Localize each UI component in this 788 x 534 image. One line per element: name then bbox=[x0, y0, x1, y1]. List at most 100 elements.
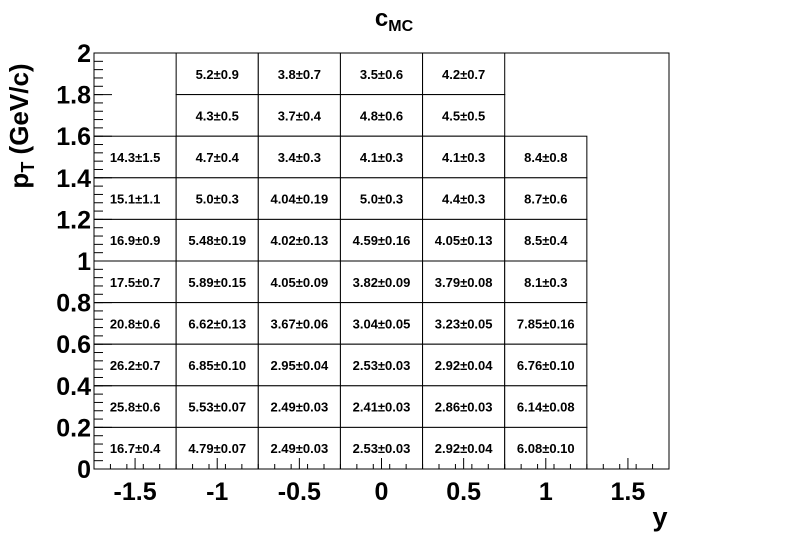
cell-value-label: 4.05±0.13 bbox=[435, 233, 493, 248]
cell-value-label: 5.48±0.19 bbox=[188, 233, 246, 248]
y-axis-label-rest: (GeV/c) bbox=[4, 63, 34, 161]
cell-value-label: 8.7±0.6 bbox=[524, 192, 567, 207]
cell-value-label: 16.9±0.9 bbox=[110, 233, 161, 248]
cell-value-label: 2.41±0.03 bbox=[353, 400, 411, 415]
heatmap-cell bbox=[504, 385, 588, 428]
cell-value-label: 3.8±0.7 bbox=[278, 67, 321, 82]
cell-value-label: 3.23±0.05 bbox=[435, 316, 493, 331]
x-tick-label: -0.5 bbox=[278, 478, 321, 506]
cell-value-label: 26.2±0.7 bbox=[110, 358, 161, 373]
cell-value-label: 2.49±0.03 bbox=[270, 441, 328, 456]
heatmap-cell bbox=[257, 177, 341, 220]
heatmap-cell bbox=[257, 385, 341, 428]
cell-value-label: 17.5±0.7 bbox=[110, 275, 161, 290]
heatmap-cell bbox=[175, 385, 259, 428]
y-tick-label: 1 bbox=[77, 248, 91, 276]
cell-value-label: 4.2±0.7 bbox=[442, 67, 485, 82]
cell-value-label: 6.08±0.10 bbox=[517, 441, 575, 456]
heatmap-cell bbox=[422, 260, 506, 304]
cell-value-label: 5.0±0.3 bbox=[196, 192, 239, 207]
cell-value-label: 3.79±0.08 bbox=[435, 275, 493, 290]
cell-value-label: 6.62±0.13 bbox=[188, 316, 246, 331]
x-axis: -1.5 -1 -0.5 0 0.5 1 1.5 bbox=[93, 458, 670, 506]
cell-value-label: 2.95±0.04 bbox=[270, 358, 329, 373]
cell-value-label: 2.92±0.04 bbox=[435, 441, 494, 456]
x-tick-label: -1 bbox=[206, 478, 228, 506]
x-tick-label: 0 bbox=[375, 478, 389, 506]
cell-value-label: 4.8±0.6 bbox=[360, 108, 403, 123]
cell-value-label: 4.05±0.09 bbox=[270, 275, 328, 290]
cell-value-label: 20.8±0.6 bbox=[110, 316, 161, 331]
cell-value-label: 2.49±0.03 bbox=[270, 400, 328, 415]
heatmap-cell bbox=[422, 52, 506, 96]
heatmap-cell bbox=[257, 260, 341, 304]
cell-value-label: 3.5±0.6 bbox=[360, 67, 403, 82]
y-axis: 0 0.2 0.4 0.6 0.8 1 1.2 1.4 1.6 1.8 2 bbox=[56, 40, 112, 484]
y-tick-label: 0.8 bbox=[56, 290, 91, 318]
cell-value-label: 3.7±0.4 bbox=[278, 108, 322, 123]
chart-title-subscript: MC bbox=[388, 18, 413, 35]
cell-value-label: 15.1±1.1 bbox=[110, 192, 161, 207]
cell-value-label: 5.2±0.9 bbox=[196, 67, 239, 82]
cell-value-label: 5.0±0.3 bbox=[360, 192, 403, 207]
y-axis-label: pT (GeV/c) bbox=[4, 63, 38, 188]
x-tick-label: 1 bbox=[539, 478, 553, 506]
cell-value-label: 5.89±0.15 bbox=[188, 275, 246, 290]
cell-value-label: 4.3±0.5 bbox=[196, 108, 239, 123]
cell-value-label: 4.1±0.3 bbox=[360, 150, 403, 165]
y-tick-label: 0.2 bbox=[56, 414, 91, 442]
y-tick-label: 1.2 bbox=[56, 206, 91, 234]
heatmap-cell bbox=[175, 260, 259, 304]
heatmap-cell bbox=[175, 52, 259, 96]
cell-value-label: 14.3±1.5 bbox=[110, 150, 161, 165]
cell-value-label: 8.1±0.3 bbox=[524, 275, 567, 290]
cell-value-label: 2.53±0.03 bbox=[353, 441, 411, 456]
y-tick-label: 0 bbox=[77, 456, 91, 484]
cell-value-label: 6.14±0.08 bbox=[517, 400, 575, 415]
x-tick-label: -1.5 bbox=[114, 478, 157, 506]
heatmap-cell bbox=[422, 343, 506, 387]
heatmap-cell bbox=[175, 218, 259, 262]
y-tick-label: 2 bbox=[77, 40, 91, 68]
heatmap-cell bbox=[93, 218, 177, 262]
heatmap-cell bbox=[422, 94, 506, 137]
cell-value-label: 4.5±0.5 bbox=[442, 108, 485, 123]
heatmap-cell bbox=[422, 302, 506, 345]
heatmap-cell bbox=[504, 343, 588, 387]
heatmap-cell bbox=[175, 343, 259, 387]
cell-value-label: 4.7±0.4 bbox=[196, 150, 240, 165]
cell-value-label: 25.8±0.6 bbox=[110, 400, 161, 415]
y-tick-label: 1.6 bbox=[56, 123, 91, 151]
cell-value-label: 4.04±0.19 bbox=[270, 192, 328, 207]
cell-value-label: 2.86±0.03 bbox=[435, 400, 493, 415]
x-tick-label: 0.5 bbox=[446, 478, 481, 506]
cell-value-label: 3.67±0.06 bbox=[270, 316, 328, 331]
heatmap-cell bbox=[339, 302, 424, 345]
heatmap-cell bbox=[339, 385, 424, 428]
cell-value-label: 4.59±0.16 bbox=[353, 233, 411, 248]
cell-value-label: 3.82±0.09 bbox=[353, 275, 411, 290]
chart-title: cMC bbox=[375, 5, 414, 35]
cell-value-label: 2.53±0.03 bbox=[353, 358, 411, 373]
cell-value-label: 4.02±0.13 bbox=[270, 233, 328, 248]
heatmap-cell bbox=[422, 218, 506, 262]
cell-value-label: 5.53±0.07 bbox=[188, 400, 246, 415]
cell-value-label: 3.4±0.3 bbox=[278, 150, 321, 165]
y-axis-label-main: p bbox=[4, 173, 34, 189]
heatmap-cell bbox=[93, 385, 177, 428]
cell-value-label: 2.92±0.04 bbox=[435, 358, 494, 373]
y-tick-label: 0.4 bbox=[56, 373, 91, 401]
heatmap-cell bbox=[257, 94, 341, 137]
x-tick-label: 1.5 bbox=[611, 478, 646, 506]
cell-value-label: 8.4±0.8 bbox=[524, 150, 567, 165]
heatmap-cell bbox=[175, 177, 259, 220]
heatmap-cell bbox=[339, 135, 424, 179]
heatmap-cell bbox=[339, 343, 424, 387]
y-tick-label: 0.6 bbox=[56, 331, 91, 359]
heatmap-cell bbox=[257, 218, 341, 262]
heatmap-cell bbox=[422, 385, 506, 428]
chart-title-main: c bbox=[375, 5, 388, 32]
cell-value-label: 4.1±0.3 bbox=[442, 150, 485, 165]
cell-value-label: 8.5±0.4 bbox=[524, 233, 568, 248]
